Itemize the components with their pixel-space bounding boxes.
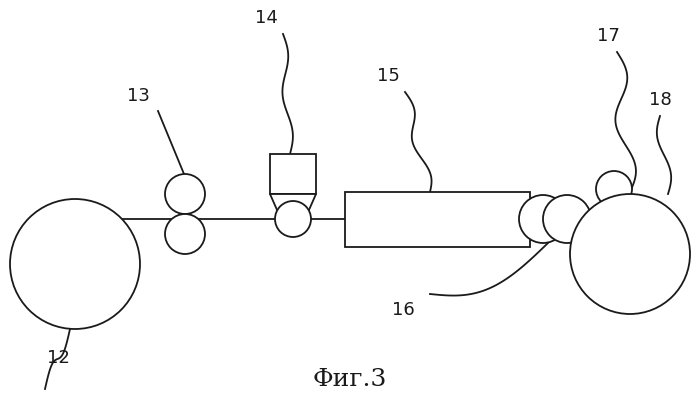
- Circle shape: [165, 175, 205, 215]
- Text: 17: 17: [596, 27, 619, 45]
- Text: 13: 13: [127, 87, 150, 105]
- Circle shape: [519, 196, 567, 243]
- Circle shape: [543, 196, 591, 243]
- Circle shape: [10, 200, 140, 329]
- Circle shape: [275, 202, 311, 237]
- Text: 15: 15: [377, 67, 399, 85]
- Circle shape: [596, 207, 632, 243]
- Text: 14: 14: [254, 9, 278, 27]
- Text: 18: 18: [649, 91, 671, 109]
- Circle shape: [165, 215, 205, 254]
- Polygon shape: [270, 194, 316, 220]
- Text: 12: 12: [47, 348, 69, 366]
- Text: 16: 16: [391, 300, 415, 318]
- Bar: [345, 192, 530, 247]
- Text: Фиг.3: Фиг.3: [312, 368, 387, 390]
- Circle shape: [570, 194, 690, 314]
- Circle shape: [596, 172, 632, 207]
- Bar: [270, 155, 316, 194]
